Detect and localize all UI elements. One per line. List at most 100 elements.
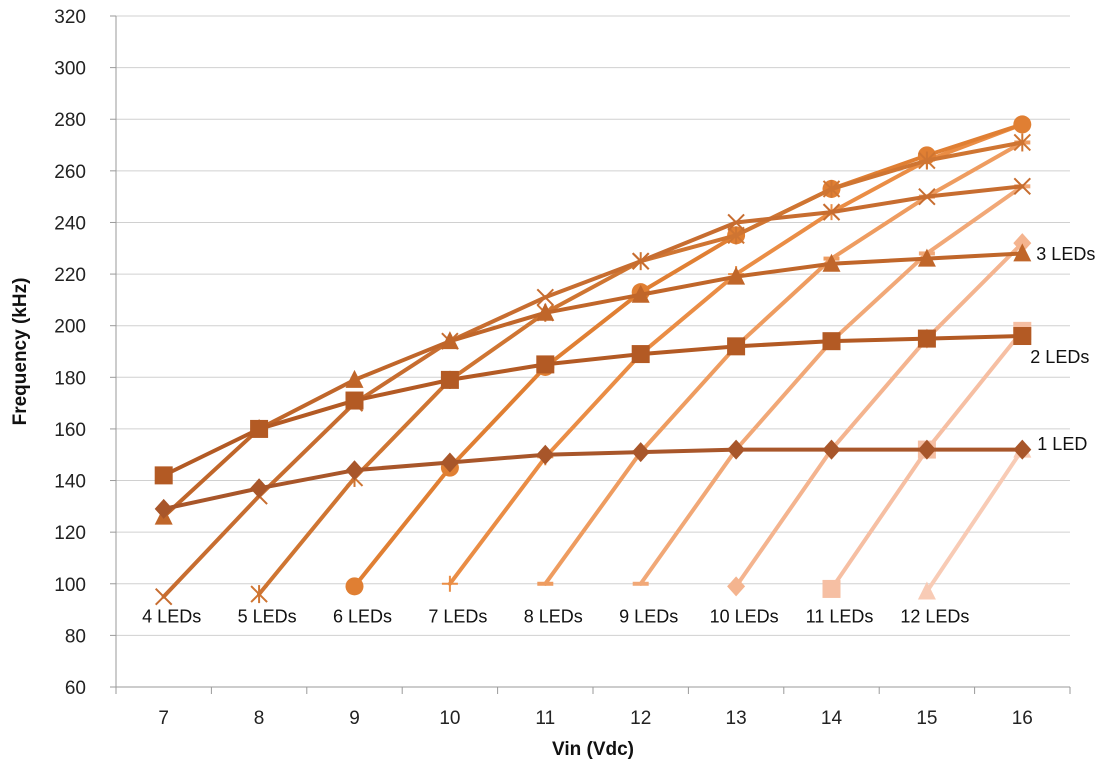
data-point-diamond xyxy=(727,439,746,460)
series-2 xyxy=(154,327,1032,485)
series-line xyxy=(543,140,1025,586)
data-point-circle xyxy=(345,577,364,596)
y-tick-label: 160 xyxy=(54,420,86,441)
data-point-asterisk xyxy=(822,179,841,198)
series-3 xyxy=(154,243,1032,525)
data-point-triangle xyxy=(822,253,841,272)
x-tick-label: 14 xyxy=(821,708,843,729)
data-point-stroke xyxy=(822,203,841,221)
data-point-triangle xyxy=(631,284,650,303)
data-point-triangle xyxy=(440,331,459,350)
annotation-label: 4 LEDs xyxy=(142,607,201,627)
data-point-triangle xyxy=(1013,243,1032,262)
annotation-label: 12 LEDs xyxy=(900,607,969,627)
x-tick-label: 13 xyxy=(726,708,747,729)
y-axis-title: Frequency (kHz) xyxy=(10,278,31,426)
annotation-label: 2 LEDs xyxy=(1030,347,1089,367)
series-line xyxy=(924,447,1025,594)
series-line xyxy=(734,241,1025,589)
data-point-diamond xyxy=(917,439,936,460)
data-point-asterisk xyxy=(918,151,936,170)
y-tick-label: 140 xyxy=(54,472,86,493)
series-1 xyxy=(154,439,1032,519)
data-point-x xyxy=(631,252,650,270)
annotation-label: 8 LEDs xyxy=(524,607,583,627)
y-tick-label: 60 xyxy=(65,678,86,699)
data-point-x xyxy=(822,203,841,221)
data-point-asterisk xyxy=(727,226,745,245)
data-point-square xyxy=(917,329,936,348)
data-point-diamond xyxy=(440,452,459,473)
data-point-square xyxy=(631,345,650,364)
x-tick-label: 16 xyxy=(1012,708,1033,729)
annotation-label: 1 LED xyxy=(1037,434,1087,454)
y-tick-label: 100 xyxy=(54,575,86,596)
data-point-x xyxy=(1013,177,1032,196)
data-point-triangle xyxy=(345,369,364,388)
data-point-plus xyxy=(441,575,458,592)
data-point-diamond xyxy=(154,498,173,519)
data-point-stroke xyxy=(536,288,555,307)
data-point-square xyxy=(822,579,841,598)
x-tick-label: 12 xyxy=(630,708,651,729)
data-point-stroke xyxy=(631,252,650,270)
series-line xyxy=(161,447,1025,511)
data-point-x xyxy=(536,288,555,307)
y-tick-label: 80 xyxy=(65,626,86,647)
series-line xyxy=(161,184,1025,599)
annotation-label: 6 LEDs xyxy=(333,607,392,627)
y-tick-label: 320 xyxy=(54,7,86,28)
data-point-diamond xyxy=(1013,233,1032,254)
data-point-x xyxy=(918,187,936,206)
annotation-label: 5 LEDs xyxy=(238,607,297,627)
x-tick-labels: 7 8 9 10 11 12 13 14 15 16 xyxy=(158,708,1032,729)
data-point-diamond xyxy=(345,460,364,481)
data-point-square xyxy=(536,355,555,374)
x-tick-label: 7 xyxy=(158,708,169,729)
y-tick-label: 260 xyxy=(54,162,86,183)
series-line xyxy=(161,334,1025,478)
data-point-stroke xyxy=(1013,177,1032,196)
data-point-square xyxy=(727,337,746,356)
x-axis-title: Vin (Vdc) xyxy=(552,739,634,760)
data-point-dash xyxy=(537,581,554,586)
data-point-diamond xyxy=(631,442,650,463)
y-tick-label: 240 xyxy=(54,213,86,234)
series-annotations: 1 LED 2 LEDs 3 LEDs 4 LEDs 5 LEDs 6 LEDs 7 LED… xyxy=(142,244,1095,627)
data-point-square xyxy=(1013,327,1032,346)
y-tick-label: 120 xyxy=(54,523,86,544)
data-point-diamond xyxy=(1013,439,1032,460)
y-tick-label: 280 xyxy=(54,110,86,131)
data-point-square xyxy=(345,391,364,410)
data-series xyxy=(154,115,1032,606)
data-point-diamond xyxy=(822,439,841,460)
annotation-label: 3 LEDs xyxy=(1036,244,1095,264)
data-point-square xyxy=(154,466,173,485)
data-point-stroke xyxy=(918,187,936,206)
annotation-label: 7 LEDs xyxy=(428,607,487,627)
x-tick-label: 11 xyxy=(535,708,555,729)
y-tick-label: 200 xyxy=(54,317,86,338)
data-point-square xyxy=(250,419,269,438)
data-point-dash xyxy=(632,581,649,586)
data-point-stroke xyxy=(727,213,745,232)
data-point-triangle xyxy=(917,248,936,267)
data-point-x xyxy=(154,587,173,606)
data-point-diamond xyxy=(536,444,555,465)
x-tick-label: 15 xyxy=(916,708,937,729)
data-point-diamond xyxy=(727,576,746,597)
data-point-triangle xyxy=(536,302,555,321)
data-point-square xyxy=(822,332,841,351)
data-point-stroke xyxy=(154,587,173,606)
data-point-diamond xyxy=(250,478,269,499)
x-tick-label: 9 xyxy=(349,708,360,729)
y-tick-labels: 60 80 100 120 140 160 180 200 220 240 260 280 300 320 xyxy=(54,7,86,699)
data-point-triangle xyxy=(727,266,746,285)
annotation-label: 10 LEDs xyxy=(710,607,779,627)
data-point-circle xyxy=(1013,115,1032,134)
data-point-asterisk xyxy=(1013,133,1032,152)
data-point-square xyxy=(440,370,459,389)
y-tick-label: 300 xyxy=(54,59,86,80)
